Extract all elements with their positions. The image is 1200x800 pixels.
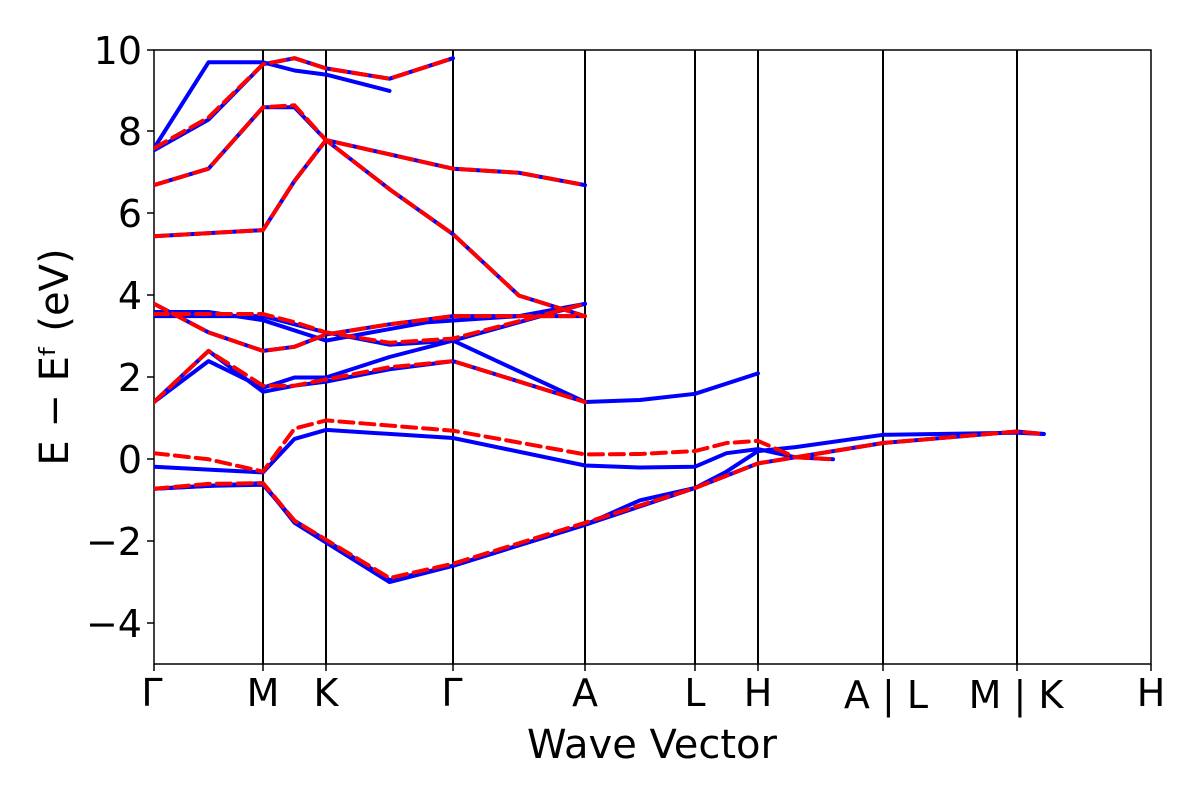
dashed-band-6 xyxy=(154,103,587,319)
y-tick-label: 2 xyxy=(118,356,142,400)
symmetry-lines xyxy=(262,50,1018,664)
y-tick-labels: −4 −2 0 2 4 6 8 10 xyxy=(86,29,142,646)
solid-band-3 xyxy=(154,348,760,404)
solid-band-9 xyxy=(154,105,587,319)
x-tick-label: M | K xyxy=(969,673,1065,718)
x-tick-label: A | L xyxy=(844,673,928,718)
x-axis-title: Wave Vector xyxy=(527,722,778,768)
x-tick-label: K xyxy=(314,671,340,715)
dashed-band-0 xyxy=(154,429,1046,580)
dashed-band-3 xyxy=(154,301,587,353)
x-tick-label: Γ xyxy=(441,671,462,715)
series-layer xyxy=(154,56,1046,585)
x-tick-label: M xyxy=(247,671,280,715)
y-axis-title: E − Eᶠ (eV) xyxy=(32,248,78,465)
y-tick-label: 6 xyxy=(118,192,142,236)
dashed-band-4 xyxy=(154,301,587,345)
x-ticks xyxy=(153,664,1152,671)
solid-band-5 xyxy=(154,301,587,353)
x-tick-labels: Γ M K Γ A L H A | L M | K H xyxy=(141,671,1165,718)
dashed-band-7 xyxy=(154,56,455,151)
y-tick-label: 4 xyxy=(118,274,142,318)
dashed-band-2 xyxy=(154,348,587,404)
y-tick-label: 0 xyxy=(118,438,142,482)
x-tick-label: L xyxy=(684,671,705,715)
solid-band-4 xyxy=(154,338,587,404)
x-tick-label: A xyxy=(572,671,598,715)
y-tick-label: −4 xyxy=(86,602,142,646)
y-tick-label: 10 xyxy=(94,29,142,73)
solid-band-11 xyxy=(154,60,392,151)
x-tick-label: H xyxy=(1137,671,1166,715)
x-tick-label: H xyxy=(744,671,773,715)
dashed-band-1 xyxy=(154,418,835,474)
y-tick-label: 8 xyxy=(118,110,142,154)
y-ticks xyxy=(147,49,154,624)
y-tick-label: −2 xyxy=(86,520,142,564)
plot-frame xyxy=(153,49,1152,665)
x-tick-label: Γ xyxy=(141,671,162,715)
